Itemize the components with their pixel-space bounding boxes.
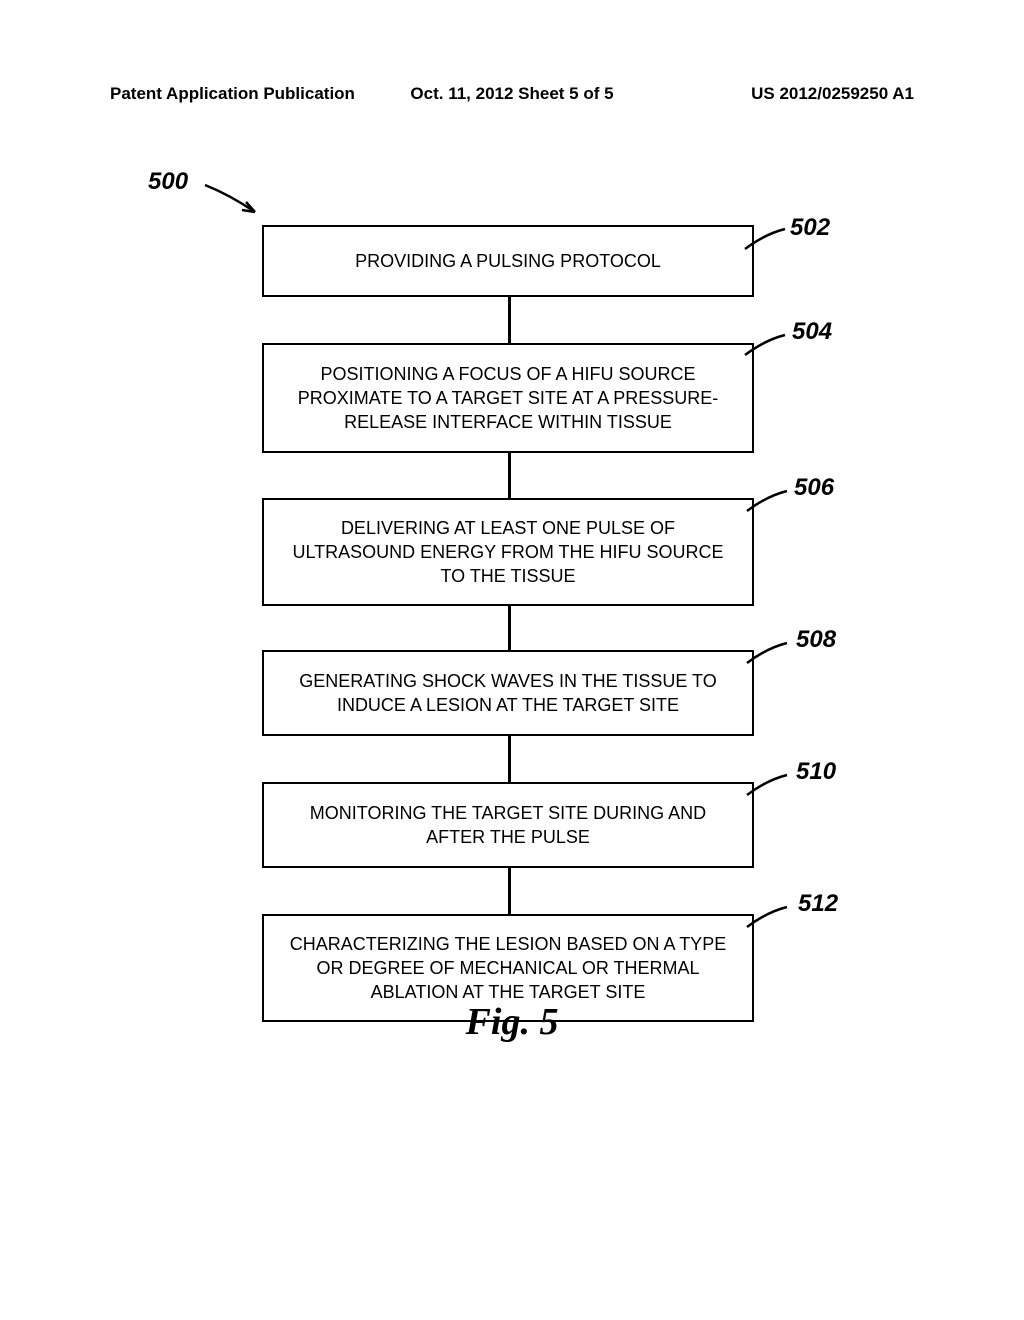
ref-leader-icon (740, 224, 790, 254)
header-right: US 2012/0259250 A1 (646, 84, 914, 104)
ref-label-502: 502 (790, 214, 830, 242)
flowchart-connector (508, 297, 511, 343)
ref-leader-icon (742, 902, 792, 932)
flowchart-connector (508, 868, 511, 914)
ref-main-label: 500 (148, 168, 188, 196)
flowchart-box-508: GENERATING SHOCK WAVES IN THE TISSUE TO … (262, 650, 754, 736)
ref-main-arrow-icon (200, 180, 270, 220)
flowchart-connector (508, 453, 511, 498)
ref-label-510: 510 (796, 758, 836, 786)
ref-leader-icon (742, 486, 792, 516)
ref-label-506: 506 (794, 474, 834, 502)
header-center: Oct. 11, 2012 Sheet 5 of 5 (378, 84, 646, 104)
figure-caption: Fig. 5 (0, 1000, 1024, 1044)
flowchart-box-506: DELIVERING AT LEAST ONE PULSE OF ULTRASO… (262, 498, 754, 606)
header-left: Patent Application Publication (110, 84, 378, 104)
flowchart-box-504: POSITIONING A FOCUS OF A HIFU SOURCE PRO… (262, 343, 754, 453)
page-header: Patent Application Publication Oct. 11, … (0, 84, 1024, 104)
flowchart-box-510: MONITORING THE TARGET SITE DURING AND AF… (262, 782, 754, 868)
flowchart-connector (508, 736, 511, 782)
ref-label-504: 504 (792, 318, 832, 346)
ref-label-512: 512 (798, 890, 838, 918)
flowchart-connector (508, 606, 511, 650)
flowchart-box-502: PROVIDING A PULSING PROTOCOL (262, 225, 754, 297)
ref-leader-icon (742, 638, 792, 668)
ref-leader-icon (740, 330, 790, 360)
ref-label-508: 508 (796, 626, 836, 654)
ref-leader-icon (742, 770, 792, 800)
